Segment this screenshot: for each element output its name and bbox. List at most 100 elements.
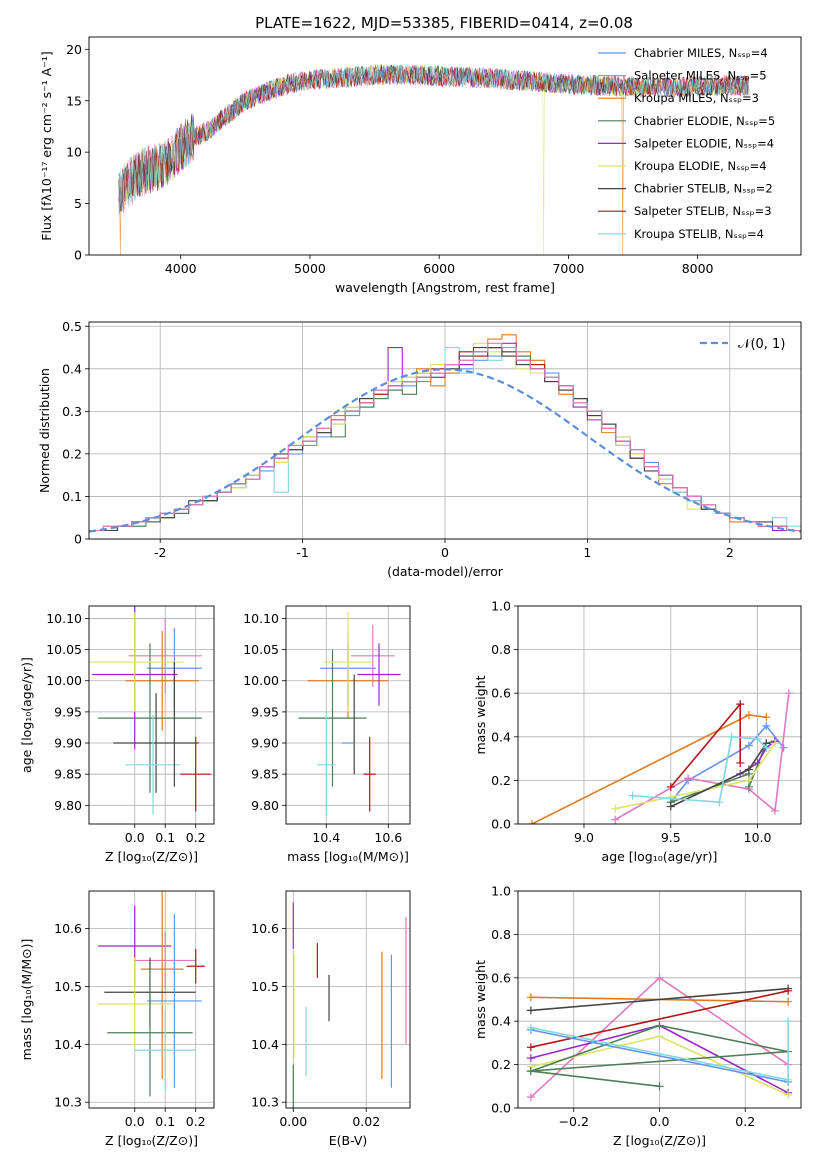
error-bar-point — [323, 612, 373, 712]
spectrum-axes: 4000 5000 6000 7000 8000 0 5 10 15 20 wavelength [… — [39, 42, 714, 295]
weight-point-marker — [655, 1032, 664, 1041]
mass-age-x-axis-label: mass [log₁₀(M/M⊙)] — [287, 849, 409, 864]
legend-label: Kroupa MILES, Nₛₛₚ=3 — [634, 91, 759, 105]
weight-point-marker — [770, 739, 779, 748]
z-mass-plot-area — [98, 891, 205, 1097]
weight-point-marker — [527, 820, 536, 824]
y-tick-label: 0.0 — [491, 1101, 511, 1116]
y-tick-label: 0.6 — [491, 686, 511, 701]
mass-age-axes: 10.4 10.6 9.80 9.85 9.90 9.95 10.00 10.05 10.10 m… — [243, 606, 410, 864]
y-tick-label: 0.8 — [491, 642, 511, 657]
z-weight-x-axis-label: Z [log₁₀(Z/Z⊙)] — [613, 1133, 706, 1148]
z-mass-axes: 0.0 0.1 0.2 10.3 10.4 10.5 10.6 Z [log₁₀(Z/Z⊙)]… — [19, 891, 214, 1148]
residuals-legend: 𝒩(0, 1) — [700, 337, 785, 352]
y-tick-label: 10.4 — [54, 1037, 82, 1052]
error-bar-point — [98, 957, 172, 1051]
ebv-mass-axes: 0.00 0.02 10.3 10.4 10.5 10.6 E(B-V) — [251, 891, 410, 1148]
legend-label: Salpeter STELIB, Nₛₛₚ=3 — [634, 204, 772, 218]
y-tick-label: 1.0 — [491, 599, 511, 614]
weight-series-line — [530, 987, 789, 1012]
y-tick-label: 0 — [74, 248, 82, 263]
error-bar-point — [180, 736, 211, 812]
y-tick-label: 9.90 — [54, 736, 82, 751]
z-weight-plot-area — [526, 973, 793, 1102]
x-tick-label: 2 — [726, 545, 734, 560]
weight-point-marker — [655, 1082, 664, 1091]
y-tick-label: 10.5 — [251, 979, 279, 994]
weight-point-marker — [526, 1093, 535, 1102]
y-tick-label: 1.0 — [491, 884, 511, 899]
y-tick-label: 0.3 — [62, 404, 82, 419]
weight-point-marker — [744, 741, 753, 750]
x-tick-label: 0.1 — [155, 830, 175, 845]
x-tick-label: −0.2 — [559, 1114, 589, 1129]
x-tick-label: 9.5 — [661, 830, 681, 845]
y-tick-label: 10.05 — [46, 642, 82, 657]
x-tick-label: 0.2 — [186, 830, 206, 845]
residuals-y-axis-label: Normed distribution — [37, 368, 52, 493]
ebv-mass-x-axis-label: E(B-V) — [329, 1133, 368, 1148]
y-tick-label: 10 — [66, 145, 82, 160]
residuals-plot-area — [89, 334, 801, 533]
weight-point-marker — [770, 806, 779, 815]
error-bar-point — [146, 914, 202, 1088]
error-bar-point — [125, 715, 181, 815]
z-mass-frame — [88, 890, 215, 1109]
x-tick-label: 10.4 — [312, 830, 340, 845]
y-tick-label: 10.6 — [54, 921, 82, 936]
x-tick-label: 0.1 — [155, 1114, 175, 1129]
weight-point-marker — [526, 1067, 535, 1076]
y-tick-label: 9.85 — [251, 767, 279, 782]
y-tick-label: 10.3 — [251, 1095, 279, 1110]
z-age-plot-area — [89, 606, 211, 815]
error-bar-point — [186, 948, 205, 984]
spectrum-title: PLATE=1622, MJD=53385, FIBERID=0414, z=0… — [255, 14, 633, 32]
weight-series-line — [530, 1029, 789, 1083]
weight-point-marker — [762, 713, 771, 722]
y-tick-label: 10.10 — [46, 611, 82, 626]
legend-label: Kroupa ELODIE, Nₛₛₚ=4 — [634, 159, 767, 173]
z-age-y-axis-label: age [log₁₀(age/yr)] — [19, 657, 34, 773]
x-tick-label: 10.6 — [374, 830, 402, 845]
y-tick-label: 10.5 — [54, 979, 82, 994]
weight-point-marker — [666, 802, 675, 811]
age-weight-axes: 9.0 9.5 10.0 0.0 0.2 0.4 0.6 0.8 1.0 age [log₁₀(a… — [473, 599, 801, 864]
y-tick-label: 10.10 — [243, 611, 279, 626]
error-bar-point — [128, 618, 202, 694]
weight-point-marker — [784, 986, 793, 995]
y-tick-label: 0.1 — [62, 489, 82, 504]
weight-point-marker — [784, 997, 793, 1006]
z-mass-x-axis-label: Z [log₁₀(Z/Z⊙)] — [105, 1133, 198, 1148]
x-tick-label: -1 — [296, 545, 308, 560]
x-tick-label: 0.2 — [735, 1114, 755, 1129]
z-weight-frame — [517, 890, 802, 1109]
weight-point-marker — [655, 1021, 664, 1030]
y-tick-label: 9.85 — [54, 767, 82, 782]
mass-age-plot-area — [298, 612, 401, 815]
y-tick-label: 0.2 — [491, 1057, 511, 1072]
legend-label: Kroupa STELIB, Nₛₛₚ=4 — [634, 227, 764, 241]
y-tick-label: 10.05 — [243, 642, 279, 657]
residuals-axes: -2 -1 0 1 2 0 0.1 0.2 0.3 0.4 0.5 (data-model)/erro… — [37, 319, 801, 579]
weight-point-marker — [784, 1017, 793, 1026]
gaussian-curve — [89, 368, 801, 533]
spectrum-y-axis-label: Flux [fλ10⁻¹⁷ erg cm⁻² s⁻¹ A⁻¹] — [39, 51, 54, 240]
y-tick-label: 0.4 — [491, 729, 511, 744]
ebv-mass-plot-area — [292, 902, 407, 1108]
x-tick-label: 1 — [583, 545, 591, 560]
z-age-x-axis-label: Z [log₁₀(Z/Z⊙)] — [105, 849, 198, 864]
spectrum-series-line — [118, 65, 750, 210]
legend-label: 𝒩(0, 1) — [738, 337, 785, 352]
age-weight-x-axis-label: age [log₁₀(age/yr)] — [602, 849, 718, 864]
weight-point-marker — [784, 689, 793, 698]
z-age-axes: 0.0 0.1 0.2 9.80 9.85 9.90 9.95 10.00 10.05 10.10… — [19, 606, 214, 864]
error-bar-point — [134, 931, 196, 990]
y-tick-label: 10.6 — [251, 921, 279, 936]
weight-point-marker — [784, 1075, 793, 1084]
x-tick-label: 0.0 — [650, 1114, 670, 1129]
x-tick-label: 0 — [441, 545, 449, 560]
weight-point-marker — [666, 782, 675, 791]
weight-point-marker — [526, 1023, 535, 1032]
x-tick-label: 7000 — [552, 261, 584, 276]
y-tick-label: 9.90 — [251, 736, 279, 751]
